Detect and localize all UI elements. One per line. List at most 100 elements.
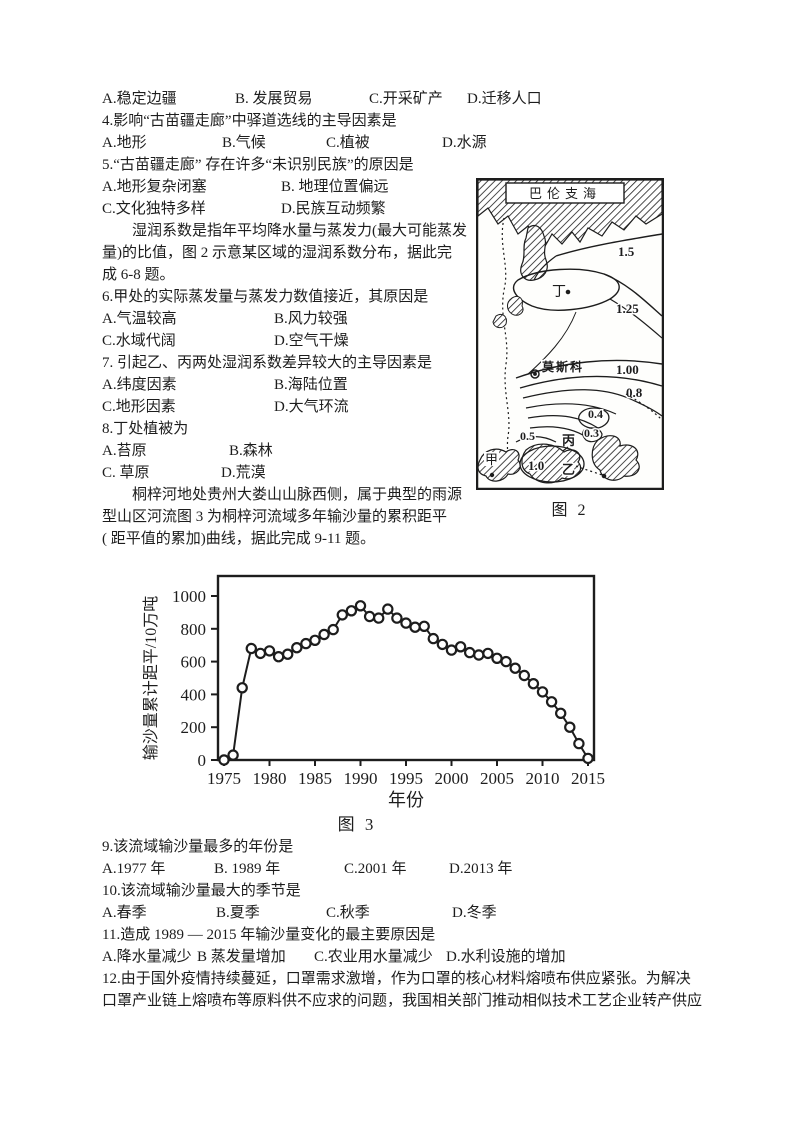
question-5-option-b: B. 地理位置偏远 [281,179,389,195]
passage-1-line-3: 成 6-8 题。 [102,267,175,283]
question-11-option-c: C.农业用水量减少 [314,949,433,965]
data-point-marker [509,662,521,674]
ding-point-marker [565,289,571,295]
question-7-option-b: B.海陆位置 [274,377,348,393]
data-point-marker [536,686,549,698]
question-3-option-a: A.稳定边疆 [102,91,177,107]
curve-0-5 [515,436,557,443]
x-tick-label: 2015 [571,769,605,788]
x-tick-label: 2005 [480,769,514,788]
question-7-option-c: C.地形因素 [102,399,176,415]
data-point-marker [573,737,585,750]
question-6-options-1: A.气温较高 B.风力较强 [102,308,476,330]
question-7-option-d: D.大气环流 [274,399,349,415]
data-point-marker [518,669,530,682]
point-label-bing: 丙 [562,433,575,448]
data-point-marker [491,652,503,665]
data-point-marker [309,634,321,647]
isoline-label-0-3: 0.3 [584,426,599,440]
data-point-marker [582,752,594,765]
point-label-jia: 甲 [485,452,498,467]
question-3-option-d: D.迁移人口 [467,91,542,107]
data-point-marker [327,623,339,636]
y-tick-label: 200 [181,718,207,737]
data-point-marker [545,696,558,708]
data-point-marker [218,754,230,766]
question-11-title: 11.造成 1989 — 2015 年输沙量变化的最主要原因是 [102,927,436,943]
y-tick-label: 800 [181,620,207,639]
dotted-pointer [575,465,603,476]
question-6-option-c: C.水域代阔 [102,333,176,349]
question-10-options: A.春季 B.夏季 C.秋季 D.冬季 [102,902,708,924]
data-point-marker [436,638,449,651]
figure-3-block: 0 200 400 600 800 1000 1975 1980 1985 1990 1995 200… [102,556,708,836]
moscow-label: 莫斯科 [542,359,584,374]
question-7-title: 7. 引起乙、丙两处湿润系数差异较大的主导因素是 [102,355,433,371]
data-point-marker [245,642,258,655]
isoline-1-00 [515,359,663,379]
sea-label-box [505,182,625,204]
isoline-0-8 [519,375,663,389]
question-7-options-2: C.地形因素 D.大气环流 [102,396,476,418]
question-10-option-b: B.夏季 [216,905,260,921]
question-12-line-2: 口罩产业链上熔喷布等原料供不应求的问题，我国相关部门推动相似技术工艺企业转产供应 [102,993,703,1009]
x-tick-label: 2010 [526,769,560,788]
data-point-marker [345,605,358,617]
question-9-option-b: B. 1989 年 [214,861,281,877]
question-4-option-a: A.地形 [102,135,147,151]
question-5-title: 5.“古苗疆走廊” 存在许多“未识别民族”的原因是 [102,157,414,173]
y-tick-label: 1000 [172,587,206,606]
data-point-marker [272,650,285,663]
mountain-area-right [591,435,640,481]
data-point-marker [445,644,458,656]
data-point-marker [227,749,239,761]
left-text-column: A.地形复杂闭塞 B. 地理位置偏远 C.文化独特多样 D.民族互动频繁 湿润系数是… [102,176,476,550]
data-point-marker [382,603,394,615]
isoline-fan-5 [527,415,599,429]
isoline-label-0-5: 0.5 [520,429,535,443]
question-11-option-d: D.水利设施的增加 [446,949,566,965]
isoline-1-25 [603,273,663,317]
data-point-marker [409,621,421,633]
figure-3-caption: 图 3 [337,815,377,834]
isoline-fan-6 [529,426,589,439]
data-point-marker [336,609,348,621]
data-point-marker [236,682,248,694]
question-3-option-c: C.开采矿产 [369,91,443,107]
isoline-fan-3 [522,389,663,417]
x-tick-label: 1995 [389,769,423,788]
exam-page: A.稳定边疆 B. 发展贸易 C.开采矿产 D.迁移人口 4.影响“古苗疆走廊”中驿道… [102,88,708,1012]
question-6-options-2: C.水域代阔 D.空气干燥 [102,330,476,352]
question-12-line-1: 12.由于国外疫情持续蔓延，口罩需求激增，作为口罩的核心材料熔喷布供应紧张。为解… [102,971,691,987]
question-11-option-b: B 蒸发量增加 [197,949,286,965]
data-point-marker [555,707,567,719]
passage-1-line-1: 湿润系数是指年平均降水量与蒸发力(最大可能蒸发 [132,223,467,239]
data-point-marker [564,721,576,733]
isoline-1-5 [555,233,663,257]
isoline-label-0-4: 0.4 [588,407,603,421]
question-10-option-a: A.春季 [102,905,147,921]
question-5-option-d: D.民族互动频繁 [281,201,386,217]
question-7-options-1: A.纬度因素 B.海陆位置 [102,374,476,396]
isoline-label-0-8: 0.8 [626,385,643,400]
data-point-marker [527,677,540,690]
data-point-marker [418,620,430,633]
island-1 [507,295,524,316]
data-point-marker [363,610,376,623]
question-5-option-c: C.文化独特多样 [102,201,206,217]
data-point-marker [482,647,494,660]
data-point-marker [500,655,512,668]
ne-boundary-dotted [625,393,663,421]
region-line [527,311,577,375]
point-label-ding: 丁 [552,285,566,300]
question-8-option-b: B.森林 [229,443,273,459]
question-4-option-b: B.气候 [222,135,266,151]
y-tick-label: 400 [181,685,207,704]
data-point-marker [464,646,476,659]
y-tick-label: 600 [181,653,207,672]
x-tick-label: 2000 [435,769,469,788]
data-point-marker [254,647,267,660]
question-8-option-c: C. 草原 [102,465,150,481]
question-10-title: 10.该流域输沙量最大的季节是 [102,883,301,899]
island-2 [492,313,507,329]
